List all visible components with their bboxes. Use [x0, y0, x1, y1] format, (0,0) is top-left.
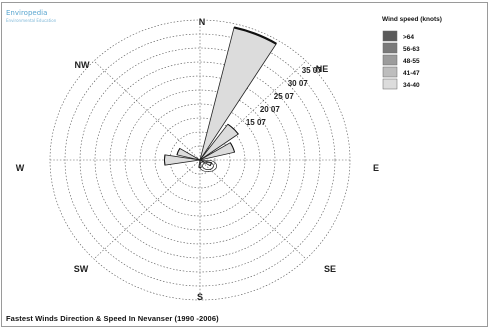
- petals: [163, 26, 277, 173]
- ring-label: 30 07: [288, 79, 309, 88]
- ring-label: 20 07: [260, 105, 281, 114]
- legend-label: 48-55: [403, 58, 420, 65]
- legend: Wind speed (knots) >64 56-63 48-55 41-47 34-4…: [382, 16, 442, 90]
- legend-swatch: [382, 42, 398, 54]
- direction-label-nw: NW: [75, 60, 90, 70]
- direction-label-n: N: [199, 17, 206, 27]
- legend-swatch: [382, 30, 398, 42]
- grid-spoke: [93, 159, 201, 260]
- grid-ring: [184, 145, 216, 175]
- legend-label: 56-63: [403, 46, 420, 53]
- direction-label-w: W: [16, 163, 25, 173]
- legend-swatch: [382, 54, 398, 66]
- direction-labels: N NE E SE S SW W NW: [16, 17, 379, 302]
- petal-edge: [227, 123, 239, 135]
- legend-label: 34-40: [403, 82, 420, 89]
- petal-edge: [209, 162, 212, 167]
- chart-caption: Fastest Winds Direction & Speed In Nevan…: [6, 314, 219, 323]
- ring-labels: 15 07 20 07 25 07 30 07 35 07: [246, 66, 322, 127]
- legend-title: Wind speed (knots): [382, 16, 442, 23]
- ring-label: 35 07: [302, 66, 323, 75]
- legend-label: >64: [403, 34, 414, 41]
- direction-label-se: SE: [324, 264, 336, 274]
- calm-circle: [202, 162, 214, 170]
- direction-label-sw: SW: [74, 264, 89, 274]
- direction-label-e: E: [373, 163, 379, 173]
- polar-grid: [49, 19, 351, 301]
- grid-ring: [94, 61, 306, 259]
- direction-label-s: S: [197, 292, 203, 302]
- calm-circle: [198, 159, 218, 173]
- legend-label: 41-47: [403, 70, 420, 77]
- legend-swatch: [382, 66, 398, 78]
- direction-label-ne: NE: [316, 64, 329, 74]
- ring-label: 15 07: [246, 118, 267, 127]
- grid-spoke: [199, 159, 307, 260]
- grid-spoke: [93, 60, 201, 161]
- legend-swatch: [382, 78, 398, 90]
- logo-name: Enviropedia: [6, 9, 48, 17]
- ring-label: 25 07: [274, 92, 295, 101]
- logo: Enviropedia Environmental Education: [6, 9, 56, 25]
- petal-edge: [233, 26, 277, 45]
- petal-edge: [176, 148, 181, 155]
- grid-ring: [154, 117, 246, 203]
- petal: [199, 26, 277, 161]
- petal-edge: [229, 142, 236, 153]
- logo-tagline: Environmental Education: [6, 18, 57, 23]
